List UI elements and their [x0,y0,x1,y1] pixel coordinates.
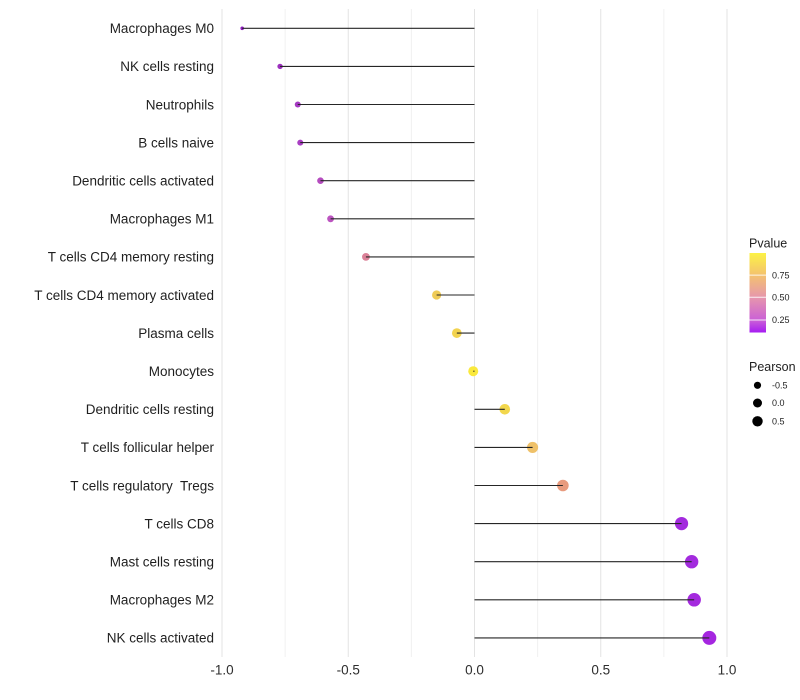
y-axis-label: Monocytes [149,364,215,379]
y-axis-label: T cells CD8 [144,516,214,531]
legend-group: Pvalue 0.75 0.50 0.25 Pearson -0.5 0.0 0.5 [749,237,796,427]
x-axis-tick-label: -1.0 [210,663,233,678]
pearson-legend-dot [753,398,762,408]
pearson-legend-title: Pearson [749,360,796,374]
x-axis-tick-label: -0.5 [337,663,360,678]
lollipop-dot [674,517,689,531]
colorbar-tick-label: 0.50 [772,292,790,302]
pearson-legend-dot [753,381,762,389]
colorbar-tick-label: 0.25 [772,315,790,325]
x-axis-group: -1.0 -0.5 0.0 0.5 1.0 [210,663,736,678]
y-axis-label: NK cells resting [120,59,214,74]
lollipop-rows-group: Macrophages M0 NK cells resting Neutrophil… [34,21,717,646]
y-axis-label: Macrophages M0 [110,21,214,36]
y-axis-label: T cells CD4 memory activated [34,288,214,303]
pearson-legend-label: 0.0 [772,398,785,408]
x-axis-tick-label: 0.0 [465,663,484,678]
pvalue-colorbar [749,253,766,333]
y-axis-label: Neutrophils [146,97,215,112]
x-axis-tick-label: 0.5 [591,663,610,678]
y-axis-label: T cells follicular helper [81,440,215,455]
y-axis-label: Plasma cells [138,326,214,341]
gridlines-group [221,9,728,657]
y-axis-label: Macrophages M2 [110,593,214,608]
pvalue-colorbar-ticks: 0.75 0.50 0.25 [749,270,790,325]
pearson-legend-dot [752,416,763,427]
y-axis-label: Mast cells resting [110,555,214,570]
y-axis-label: Dendritic cells activated [72,174,214,189]
pvalue-legend-title: Pvalue [749,237,787,251]
y-axis-label: T cells regulatory Tregs [70,478,214,493]
y-axis-label: NK cells activated [107,631,214,646]
y-axis-label: T cells CD4 memory resting [48,250,214,265]
y-axis-label: Dendritic cells resting [86,402,214,417]
pearson-legend-label: 0.5 [772,417,785,427]
y-axis-label: B cells naive [138,135,214,150]
x-axis-tick-label: 1.0 [718,663,737,678]
colorbar-tick-label: 0.75 [772,270,790,280]
y-axis-label: Macrophages M1 [110,212,214,227]
pearson-size-legend: -0.5 0.0 0.5 [752,381,788,427]
pearson-legend-label: -0.5 [772,381,788,391]
